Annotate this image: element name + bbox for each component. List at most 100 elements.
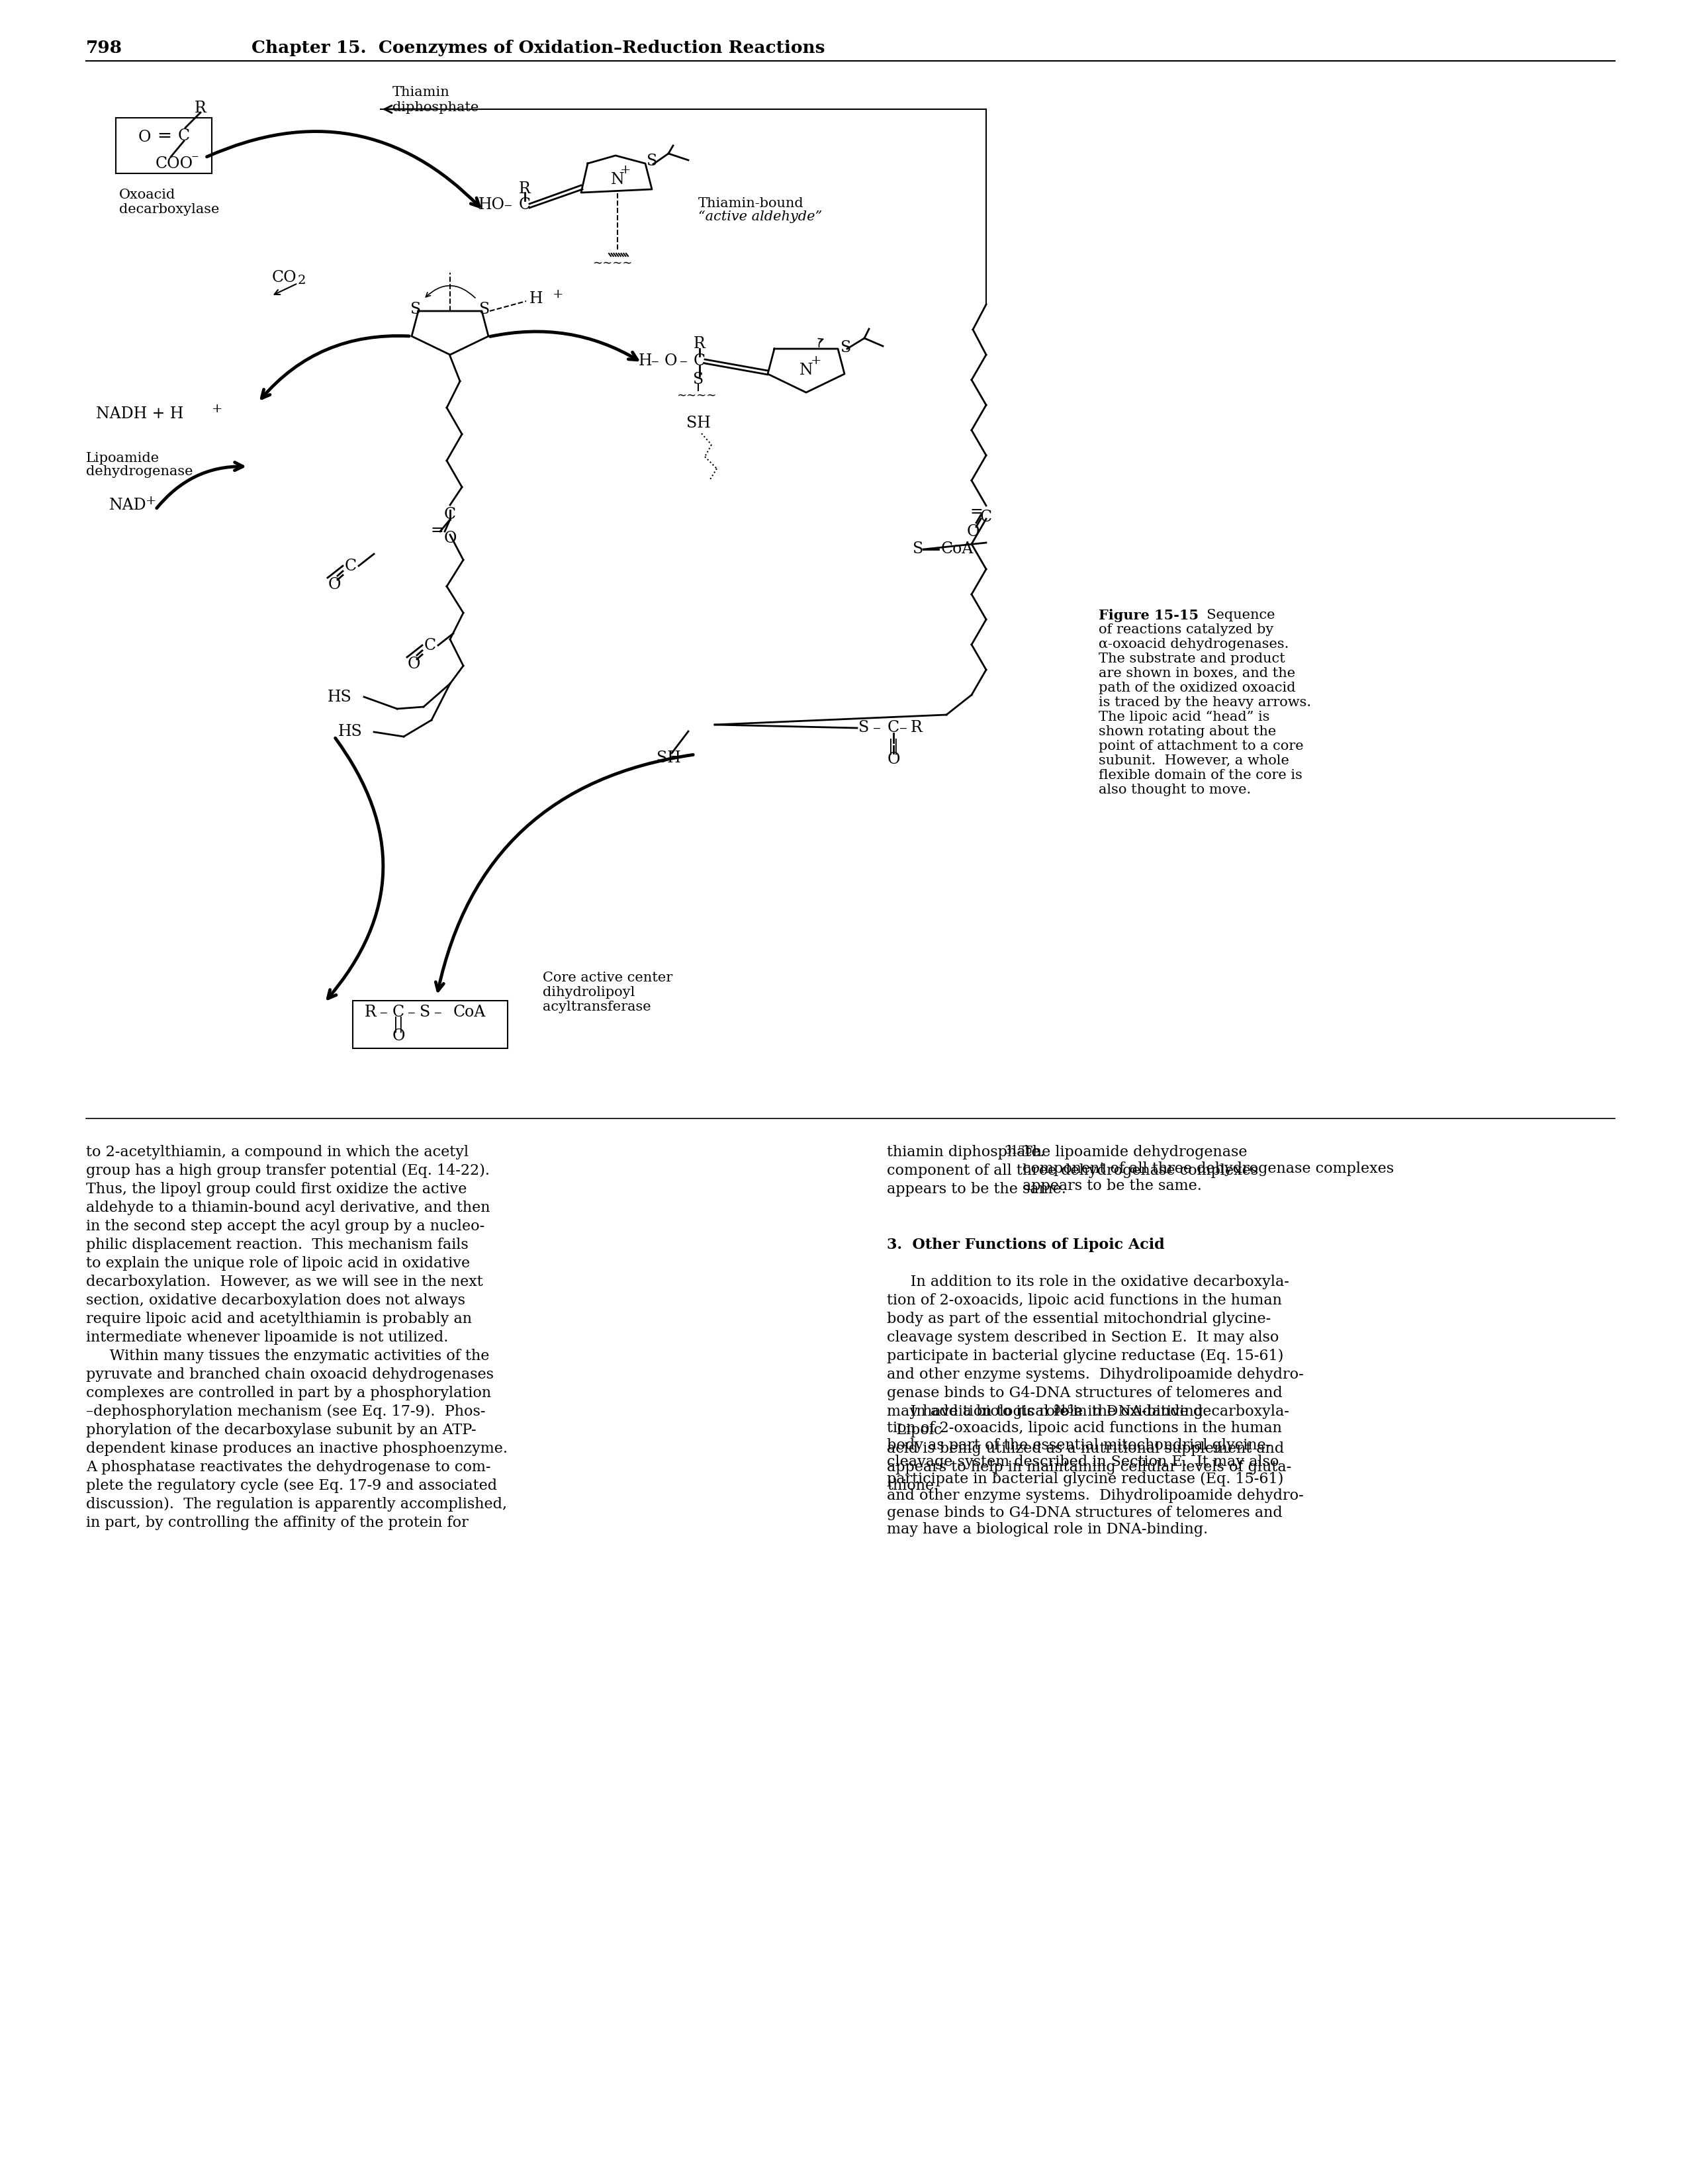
Text: Oxoacid: Oxoacid: [120, 188, 176, 201]
Text: O: O: [887, 751, 900, 767]
Text: 315b: 315b: [1005, 1144, 1032, 1155]
Text: –: –: [652, 354, 659, 369]
Text: R: R: [519, 181, 530, 197]
Text: and other enzyme systems.  Dihydrolipoamide dehydro-: and other enzyme systems. Dihydrolipoami…: [887, 1367, 1304, 1382]
Text: +: +: [620, 164, 632, 177]
Text: dependent kinase produces an inactive phosphoenzyme.: dependent kinase produces an inactive ph…: [86, 1441, 508, 1457]
Text: require lipoic acid and acetylthiamin is probably an: require lipoic acid and acetylthiamin is…: [86, 1313, 471, 1326]
Text: NADH + H: NADH + H: [96, 406, 184, 422]
Text: C: C: [694, 354, 706, 369]
Text: ∼∼∼∼: ∼∼∼∼: [676, 389, 716, 402]
Text: C: C: [424, 638, 436, 653]
Text: in the second step accept the acyl group by a nucleo-: in the second step accept the acyl group…: [86, 1219, 485, 1234]
Text: S: S: [841, 341, 851, 356]
Text: phorylation of the decarboxylase subunit by an ATP-: phorylation of the decarboxylase subunit…: [86, 1424, 476, 1437]
Text: Lipoamide: Lipoamide: [86, 452, 159, 465]
Text: in part, by controlling the affinity of the protein for: in part, by controlling the affinity of …: [86, 1516, 468, 1531]
Text: path of the oxidized oxoacid: path of the oxidized oxoacid: [1098, 681, 1295, 695]
Text: =: =: [969, 505, 983, 520]
Text: “active aldehyde”: “active aldehyde”: [698, 210, 823, 223]
Text: H: H: [638, 354, 652, 369]
Text: CoA: CoA: [941, 542, 975, 557]
Text: +: +: [211, 404, 223, 415]
Text: The lipoamide dehydrogenase
component of all three dehydrogenase complexes
appea: The lipoamide dehydrogenase component of…: [1022, 1144, 1393, 1192]
Text: SH: SH: [686, 415, 711, 430]
Text: 798: 798: [86, 39, 122, 57]
Text: ⁻: ⁻: [191, 153, 198, 168]
Text: dihydrolipoyl: dihydrolipoyl: [542, 987, 635, 998]
Text: O: O: [138, 129, 150, 144]
Text: shown rotating about the: shown rotating about the: [1098, 725, 1277, 738]
Text: –: –: [873, 721, 882, 736]
Text: –: –: [900, 721, 907, 736]
Text: C: C: [345, 559, 356, 574]
Text: is traced by the heavy arrows.: is traced by the heavy arrows.: [1098, 697, 1311, 710]
Text: subunit.  However, a whole: subunit. However, a whole: [1098, 753, 1289, 767]
Text: pyruvate and branched chain oxoacid dehydrogenases: pyruvate and branched chain oxoacid dehy…: [86, 1367, 493, 1382]
Text: genase binds to G4-DNA structures of telomeres and: genase binds to G4-DNA structures of tel…: [887, 1387, 1282, 1400]
Text: dehydrogenase: dehydrogenase: [86, 465, 193, 478]
Text: Core active center: Core active center: [542, 972, 672, 985]
Text: CoA: CoA: [453, 1005, 486, 1020]
Text: S: S: [480, 301, 490, 317]
Text: intermediate whenever lipoamide is not utilized.: intermediate whenever lipoamide is not u…: [86, 1330, 448, 1345]
Text: S: S: [419, 1005, 431, 1020]
Text: thione.: thione.: [887, 1479, 939, 1494]
Text: HS: HS: [328, 690, 351, 705]
Text: body as part of the essential mitochondrial glycine-: body as part of the essential mitochondr…: [887, 1313, 1270, 1326]
Text: HS: HS: [338, 725, 361, 740]
Text: H: H: [529, 290, 544, 306]
Text: C: C: [519, 197, 530, 212]
Text: decarboxylase: decarboxylase: [120, 203, 220, 216]
Text: Figure 15-15: Figure 15-15: [1098, 609, 1199, 622]
Text: also thought to move.: also thought to move.: [1098, 784, 1252, 797]
Text: acyltransferase: acyltransferase: [542, 1000, 650, 1013]
Text: +: +: [552, 288, 564, 301]
Text: –: –: [380, 1005, 388, 1020]
Text: =: =: [157, 127, 171, 144]
Text: thiamin diphosphate.: thiamin diphosphate.: [887, 1144, 1045, 1160]
Text: N: N: [611, 173, 625, 188]
Text: Chapter 15.  Coenzymes of Oxidation–Reduction Reactions: Chapter 15. Coenzymes of Oxidation–Reduc…: [252, 39, 824, 57]
Text: The substrate and product: The substrate and product: [1098, 653, 1285, 666]
Text: CO: CO: [272, 271, 297, 286]
Text: A phosphatase reactivates the dehydrogenase to com-: A phosphatase reactivates the dehydrogen…: [86, 1459, 491, 1474]
Text: ∼∼∼∼: ∼∼∼∼: [593, 258, 632, 269]
Text: –: –: [505, 197, 512, 212]
Text: R: R: [694, 336, 706, 352]
Text: R: R: [910, 721, 922, 736]
Text: –: –: [434, 1005, 443, 1020]
Text: point of attachment to a core: point of attachment to a core: [1098, 740, 1304, 753]
Text: C: C: [980, 509, 991, 524]
Text: O: O: [966, 524, 980, 539]
Text: ||: ||: [888, 738, 899, 756]
Text: ||: ||: [394, 1016, 404, 1033]
Text: flexible domain of the core is: flexible domain of the core is: [1098, 769, 1302, 782]
Text: HO: HO: [478, 197, 505, 212]
Text: O: O: [407, 655, 421, 670]
Text: appears to help in maintaining cellular levels of gluta-: appears to help in maintaining cellular …: [887, 1459, 1292, 1474]
Text: =: =: [431, 522, 443, 537]
Text: S: S: [858, 721, 870, 736]
Text: Thiamin-bound: Thiamin-bound: [698, 197, 804, 210]
Text: +: +: [811, 354, 821, 367]
Text: 3.  Other Functions of Lipoic Acid: 3. Other Functions of Lipoic Acid: [887, 1238, 1165, 1251]
Text: C: C: [177, 129, 189, 144]
Text: C: C: [887, 721, 900, 736]
Text: discussion).  The regulation is apparently accomplished,: discussion). The regulation is apparentl…: [86, 1496, 507, 1511]
Text: C: C: [444, 507, 456, 522]
Text: may have a biological role in DNA-binding.: may have a biological role in DNA-bindin…: [887, 1404, 1208, 1420]
Text: Lipoic: Lipoic: [887, 1424, 942, 1437]
Text: R: R: [365, 1005, 377, 1020]
Text: N: N: [799, 363, 812, 378]
Text: plete the regulatory cycle (see Eq. 17-9 and associated: plete the regulatory cycle (see Eq. 17-9…: [86, 1479, 497, 1494]
Text: O: O: [444, 531, 456, 546]
Text: In addition to its role in the oxidative decarboxyla-
tion of 2-oxoacids, lipoic: In addition to its role in the oxidative…: [887, 1404, 1304, 1538]
Text: COO: COO: [155, 157, 193, 173]
Text: α-oxoacid dehydrogenases.: α-oxoacid dehydrogenases.: [1098, 638, 1289, 651]
Text: C: C: [392, 1005, 404, 1020]
Text: appears to be the same.: appears to be the same.: [887, 1182, 1066, 1197]
Text: –: –: [679, 354, 687, 369]
Text: NAD: NAD: [110, 498, 147, 513]
Text: philic displacement reaction.  This mechanism fails: philic displacement reaction. This mecha…: [86, 1238, 468, 1251]
